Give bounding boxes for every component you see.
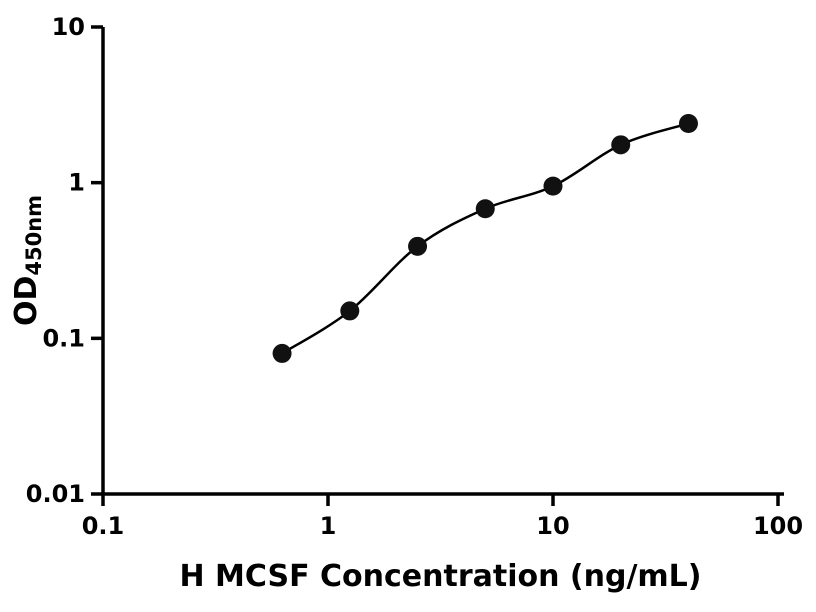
fit-curve xyxy=(281,122,689,355)
x-tick-label: 100 xyxy=(753,512,803,540)
x-tick-label: 10 xyxy=(536,512,569,540)
data-point xyxy=(611,135,631,155)
y-axis-title: OD450nm xyxy=(9,195,46,326)
data-point xyxy=(475,199,495,219)
y-tick-label: 0.01 xyxy=(26,480,85,508)
data-point xyxy=(408,236,428,256)
data-point xyxy=(543,176,563,196)
y-tick-label: 10 xyxy=(52,13,85,41)
x-tick-label: 0.1 xyxy=(82,512,125,540)
y-tick-label: 1 xyxy=(68,169,85,197)
x-tick-label: 1 xyxy=(320,512,337,540)
y-tick-label: 0.1 xyxy=(42,324,85,352)
data-point xyxy=(272,343,292,363)
data-point xyxy=(678,113,698,133)
x-axis-title: H MCSF Concentration (ng/mL) xyxy=(180,559,702,594)
data-point xyxy=(340,301,360,321)
